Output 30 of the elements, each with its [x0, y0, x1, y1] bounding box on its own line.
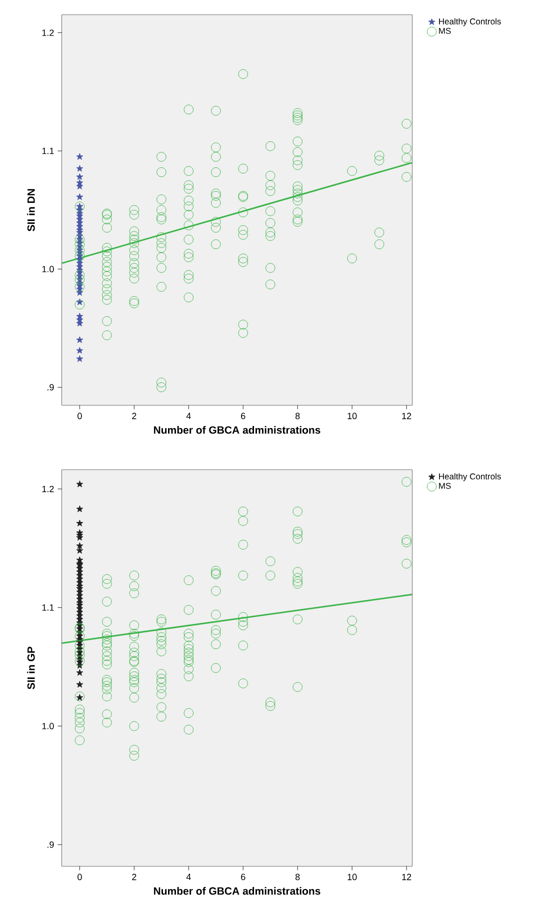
legend-label: MS: [439, 482, 451, 489]
x-tick-label: 0: [78, 412, 82, 420]
x-tick-label: 8: [295, 412, 300, 420]
y-tick-label: 1.1: [42, 604, 54, 611]
y-tick-label: .9: [48, 384, 54, 390]
y-tick-label: .9: [48, 841, 54, 848]
x-tick-label: 2: [132, 874, 136, 880]
legend-label: MS: [439, 28, 451, 34]
x-tick-label: 2: [132, 412, 136, 420]
x-tick-label: 0: [78, 874, 82, 880]
x-axis-title: Number of GBCA administrations: [154, 426, 320, 434]
y-tick-label: 1.1: [42, 148, 54, 154]
x-tick-label: 10: [348, 874, 357, 880]
legend-label: Healthy Controls: [439, 18, 501, 26]
y-tick-label: 1.2: [42, 486, 54, 492]
x-tick-label: 6: [241, 874, 246, 880]
y-axis-title: SII in DN: [27, 189, 35, 232]
y-tick-label: 1.0: [42, 266, 54, 272]
y-tick-label: 1.2: [42, 30, 54, 36]
x-tick-label: 4: [186, 874, 191, 880]
x-tick-label: 8: [295, 874, 300, 880]
x-tick-label: 12: [402, 874, 412, 880]
x-tick-label: 10: [348, 412, 357, 420]
x-tick-label: 12: [402, 412, 412, 420]
legend-label: Healthy Controls: [439, 473, 501, 482]
y-tick-label: 1.0: [42, 722, 54, 730]
y-axis-title: SII in GP: [27, 646, 35, 690]
x-axis-title: Number of GBCA administrations: [154, 887, 320, 895]
x-tick-label: 4: [186, 412, 191, 419]
x-tick-label: 6: [241, 412, 246, 420]
